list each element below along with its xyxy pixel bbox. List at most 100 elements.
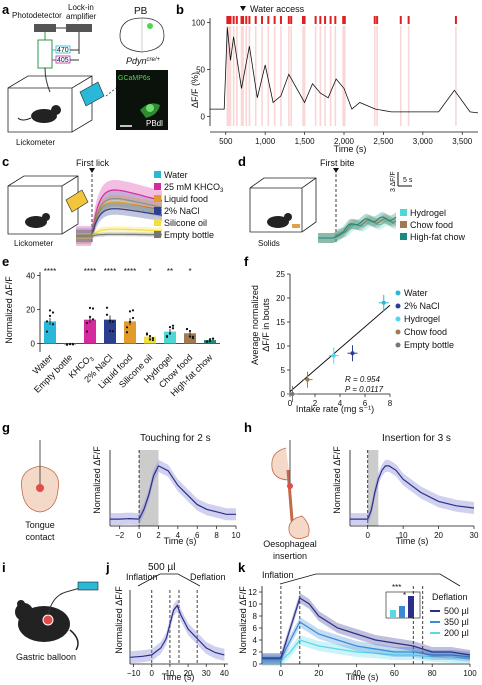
panel-k-ylabel: Normalized ΔF/F: [238, 586, 248, 654]
genotype-label: Pdyncre/+: [126, 56, 161, 66]
c-sem-band: [76, 190, 162, 244]
h-plot-stim-shade: [367, 450, 379, 526]
g-plot-xtick-label: 10: [232, 531, 241, 540]
b-xtick-label: 500: [219, 137, 233, 146]
j-plot-xtick-label: 0: [150, 669, 155, 678]
e-dot: [91, 318, 95, 321]
k-xtick-label: 20: [314, 669, 323, 678]
e-dot: [208, 339, 212, 343]
b-lick-event: [232, 16, 235, 24]
b-lick-event: [373, 16, 376, 24]
b-lick-event: [226, 16, 229, 24]
panel-j-label: j: [105, 560, 110, 575]
inset-sig-1: ***: [392, 583, 401, 592]
k-ytick-label: 8: [253, 612, 258, 621]
panel-d-label: d: [238, 154, 246, 169]
c-legend-label: Empty bottle: [164, 230, 214, 240]
e-dot: [151, 338, 155, 342]
panel-k-xlabel: Time (s): [346, 672, 379, 682]
j-plot-xtick-label: 20: [184, 669, 193, 678]
insertion-caption-2: insertion: [273, 551, 307, 561]
e-dot: [51, 323, 55, 326]
panel-b-plot: 0 50 100 500 1,000 1,500 2,000 2,500 3,000 3,500: [192, 16, 479, 146]
e-dot: [108, 329, 112, 333]
e-sig-label: ****: [124, 267, 136, 276]
e-dot: [45, 320, 49, 323]
e-xtick-sub: 3: [89, 356, 96, 363]
b-event-shading: [280, 26, 282, 126]
k-xtick-label: 80: [428, 669, 437, 678]
f-xtick-label: 8: [388, 399, 393, 408]
b-event-shading: [228, 26, 230, 126]
e-dot: [208, 338, 212, 341]
b-lick-event: [235, 16, 238, 24]
e-dot: [48, 314, 52, 317]
water-access-arrow-icon: [240, 6, 246, 11]
amplifier-label: amplifier: [66, 12, 97, 21]
f-ytick-label: 25: [276, 270, 285, 279]
e-bar: [44, 321, 56, 344]
e-ytick-label: 40: [26, 271, 35, 280]
c-legend-swatch: [154, 183, 161, 190]
b-lick-event: [454, 16, 457, 24]
gcamp-label: GCaMP6s: [118, 75, 151, 82]
e-ytick-label: 0: [31, 339, 36, 348]
panel-g: g Tongue contact Touching for 2 s −2 0 2 4 6…: [2, 420, 241, 546]
tongue-caption-1: Tongue: [25, 520, 55, 530]
f-legend-swatch: [395, 290, 401, 296]
panel-k-deflation: Deflation: [432, 592, 468, 602]
lockin-label: Lock-in: [68, 3, 94, 12]
panel-k: k Inflation Deflation 0 2 4 6 8 10 12 0 20 40 60 80…: [238, 560, 477, 682]
c-legend-label: Liquid food: [164, 194, 208, 204]
b-lick-event: [254, 16, 257, 24]
e-sig-label: *: [148, 267, 151, 276]
b-lick-event: [324, 16, 327, 24]
gastric-balloon-caption: Gastric balloon: [16, 652, 76, 662]
c-legend-swatch: [154, 171, 161, 178]
inset-bar-350: [399, 606, 405, 618]
b-event-shading: [248, 26, 251, 126]
b-event-shading: [226, 26, 229, 126]
b-lick-event: [227, 16, 230, 24]
panel-c-label: c: [2, 154, 9, 169]
b-event-shading: [303, 26, 306, 126]
b-lick-event: [273, 16, 276, 24]
f-point: [290, 392, 295, 396]
c-sem-band: [76, 180, 162, 246]
c-legend-swatch: [154, 219, 161, 226]
b-event-shading: [232, 26, 235, 126]
f-xtick-label: 4: [338, 399, 343, 408]
b-lick-event: [261, 16, 264, 24]
e-dot: [171, 324, 175, 327]
panel-j-chart: −10 0 10 20 30 40: [127, 590, 229, 678]
b-event-shading: [290, 26, 292, 126]
b-lick-event: [267, 16, 270, 24]
b-event-shading: [376, 26, 378, 126]
e-dot: [148, 334, 152, 338]
k-trace: [262, 621, 471, 660]
stat-r: R = 0.954: [345, 375, 380, 384]
e-dot: [48, 309, 52, 312]
g-plot-xtick-label: 8: [214, 531, 219, 540]
histology-image: [116, 70, 168, 130]
e-dot: [45, 330, 49, 333]
b-event-shading: [288, 26, 290, 126]
f-legend-label: Empty bottle: [404, 340, 454, 350]
c-legend-swatch: [154, 231, 161, 238]
f-legend-swatch: [395, 329, 401, 335]
e-dot: [68, 343, 72, 346]
panel-c-lickometer: Lickometer: [14, 239, 53, 248]
panel-a: a Photodetector Lock-in amplifier 470 40…: [2, 2, 168, 147]
panel-g-chart: −2 0 2 4 6 8 10: [109, 450, 241, 540]
h-plot-xtick-label: 10: [399, 531, 408, 540]
h-plot-trace: [350, 465, 475, 520]
panel-f-legend: Water 2% NaCl Hydrogel Chow food Empty bottl…: [395, 288, 454, 350]
amplifier-box: [66, 24, 92, 32]
b-event-shading: [329, 26, 332, 126]
e-dot: [128, 320, 132, 324]
panel-j-ylabel: Normalized ΔF/F: [114, 586, 124, 654]
b-event-shading: [254, 26, 257, 126]
b-xtick-label: 1,000: [255, 137, 276, 146]
